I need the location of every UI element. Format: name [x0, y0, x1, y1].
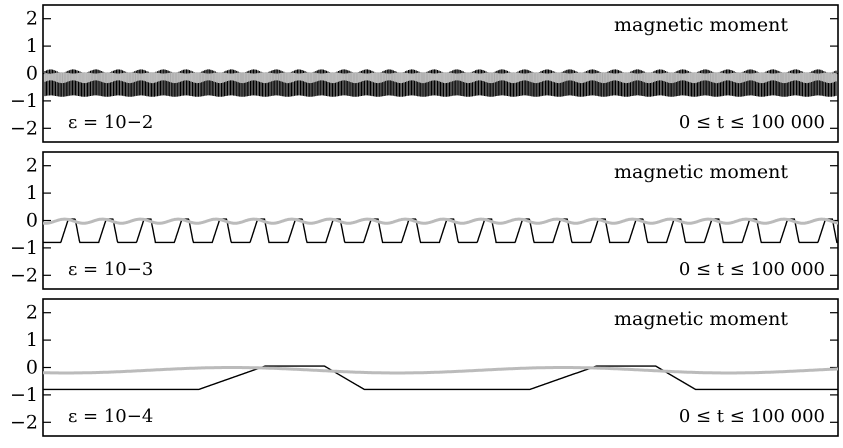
y-tick-label: −1: [10, 237, 38, 259]
y-tick-label: 1: [26, 329, 38, 351]
y-tick-label: −2: [10, 117, 38, 139]
series-line-2: [43, 366, 838, 375]
epsilon-label: ε = 10−4: [68, 406, 153, 427]
y-tick-label: 0: [26, 357, 38, 379]
panel-1: −2 −1 0 1 2 magnetic moment ε = 10−2 0 ≤ t ≤ 10…: [10, 4, 839, 143]
epsilon-label: ε = 10−2: [68, 112, 153, 133]
epsilon-label: ε = 10−3: [68, 259, 153, 280]
y-tick-label: 2: [26, 8, 38, 30]
series-line-1: [44, 69, 837, 97]
panel-3: −2 −1 0 1 2 magnetic moment ε = 10−4 0 ≤ t ≤ 10…: [10, 298, 839, 437]
series-line-1: [43, 218, 838, 244]
panel-title: magnetic moment: [614, 14, 788, 36]
panel-title: magnetic moment: [614, 308, 788, 330]
y-tick-label: −2: [10, 411, 38, 433]
panel-title: magnetic moment: [614, 161, 788, 183]
y-tick-label: 2: [26, 155, 38, 177]
y-tick-label: 1: [26, 182, 38, 204]
y-tick-label: −1: [10, 384, 38, 406]
y-tick-label: 2: [26, 302, 38, 324]
series-line-2: [43, 217, 838, 225]
y-tick-label: −1: [10, 90, 38, 112]
series-line-1: [43, 365, 838, 391]
time-range-label: 0 ≤ t ≤ 100 000: [679, 406, 825, 427]
y-tick-label: −2: [10, 264, 38, 286]
y-tick-label: 0: [26, 63, 38, 85]
y-tick-label: 1: [26, 35, 38, 57]
y-tick-label: 0: [26, 210, 38, 232]
time-range-label: 0 ≤ t ≤ 100 000: [679, 259, 825, 280]
panel-2: −2 −1 0 1 2 magnetic moment ε = 10−3 0 ≤ t ≤ 10…: [10, 151, 839, 290]
time-range-label: 0 ≤ t ≤ 100 000: [679, 112, 825, 133]
series-line-2: [44, 72, 837, 84]
